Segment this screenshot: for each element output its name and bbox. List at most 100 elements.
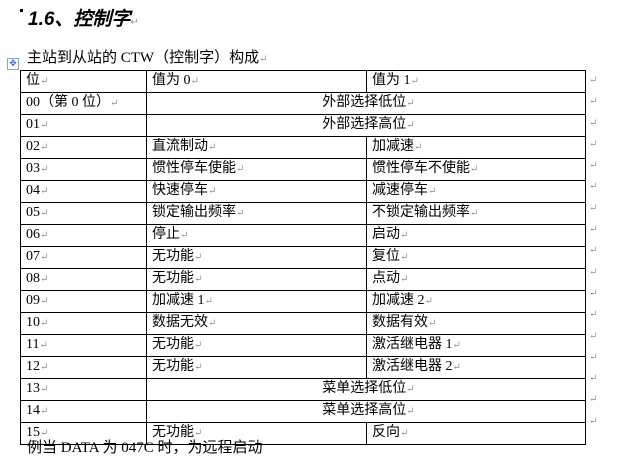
table-row: 12↵ 无功能↵ 激活继电器 2↵	[20, 356, 586, 379]
cell-text: 12	[26, 359, 40, 374]
cell-end-mark-icon: ↵	[204, 296, 213, 307]
cell-end-mark-icon: ↵	[470, 208, 479, 219]
table-cell[interactable]: 菜单选择低位↵	[146, 378, 586, 401]
cell-text: 外部选择高位	[322, 117, 407, 132]
table-cell[interactable]: 值为 0↵	[146, 70, 367, 93]
cell-text: 加减速 1	[152, 293, 205, 308]
row-end-mark-icon: ↵	[589, 287, 598, 299]
cell-end-mark-icon: ↵	[40, 142, 49, 153]
cell-end-mark-icon: ↵	[40, 120, 49, 131]
cell-text: 点动	[372, 271, 400, 286]
table-cell[interactable]: 复位↵	[366, 246, 586, 269]
table-cell[interactable]: 01↵	[20, 114, 147, 137]
table-cell[interactable]: 加减速↵	[366, 136, 586, 159]
cell-end-mark-icon: ↵	[400, 252, 409, 263]
cell-end-mark-icon: ↵	[428, 186, 437, 197]
cell-end-mark-icon: ↵	[400, 230, 409, 241]
table-cell[interactable]: 00（第 0 位）↵	[20, 92, 147, 115]
table-cell[interactable]: 位↵	[20, 70, 147, 93]
row-end-mark-icon: ↵	[589, 160, 598, 172]
cell-end-mark-icon: ↵	[400, 274, 409, 285]
cell-end-mark-icon: ↵	[406, 98, 415, 109]
cell-text: 惯性停车使能	[152, 161, 236, 176]
cell-text: 位	[26, 73, 40, 88]
table-cell[interactable]: 外部选择低位↵	[146, 92, 586, 115]
cell-end-mark-icon: ↵	[406, 406, 415, 417]
table-cell[interactable]: 06↵	[20, 224, 147, 247]
cell-end-mark-icon: ↵	[40, 186, 49, 197]
cell-end-mark-icon: ↵	[452, 340, 461, 351]
table-cell[interactable]: 02↵	[20, 136, 147, 159]
row-end-mark-icon: ↵	[589, 351, 598, 363]
table-cell[interactable]: 停止↵	[146, 224, 367, 247]
cell-text: 直流制动	[152, 139, 208, 154]
cell-end-mark-icon: ↵	[208, 142, 217, 153]
cell-text: 05	[26, 205, 40, 220]
table-cell[interactable]: 锁定输出频率↵	[146, 202, 367, 225]
table-cell[interactable]: 14↵	[20, 400, 147, 423]
cell-end-mark-icon: ↵	[424, 296, 433, 307]
table-cell[interactable]: 菜单选择高位↵	[146, 400, 586, 423]
table-cell[interactable]: 不锁定输出频率↵	[366, 202, 586, 225]
cell-text: 快速停车	[152, 183, 208, 198]
table-cell[interactable]: 加减速 1↵	[146, 290, 367, 313]
table-cell[interactable]: 外部选择高位↵	[146, 114, 586, 137]
table-cell[interactable]: 04↵	[20, 180, 147, 203]
cell-end-mark-icon: ↵	[39, 340, 48, 351]
table-cell[interactable]: 15↵	[20, 422, 147, 445]
row-end-mark-icon: ↵	[589, 202, 598, 214]
table-cell[interactable]: 值为 1↵	[366, 70, 586, 93]
table-row: 15↵ 无功能↵ 反向↵	[20, 422, 586, 445]
table-cell[interactable]: 惯性停车使能↵	[146, 158, 367, 181]
table-cell[interactable]: 10↵	[20, 312, 147, 335]
table-cell[interactable]: 减速停车↵	[366, 180, 586, 203]
cell-end-mark-icon: ↵	[406, 384, 415, 395]
cell-text: 反向	[372, 425, 400, 440]
table-cell[interactable]: 08↵	[20, 268, 147, 291]
table-cell[interactable]: 07↵	[20, 246, 147, 269]
table-cell[interactable]: 点动↵	[366, 268, 586, 291]
table-row: 09↵ 加减速 1↵ 加减速 2↵	[20, 290, 586, 313]
cell-text: 数据有效	[372, 315, 428, 330]
table-row: 00（第 0 位）↵ 外部选择低位↵	[20, 92, 586, 115]
table-cell[interactable]: 13↵	[20, 378, 147, 401]
table-cell[interactable]: 快速停车↵	[146, 180, 367, 203]
table-cell[interactable]: 数据无效↵	[146, 312, 367, 335]
cell-end-mark-icon: ↵	[40, 230, 49, 241]
cell-text: 激活继电器 2	[372, 359, 453, 374]
table-row: 02↵ 直流制动↵ 加减速↵	[20, 136, 586, 159]
table-cell[interactable]: 无功能↵	[146, 268, 367, 291]
cell-end-mark-icon: ↵	[208, 186, 217, 197]
table-cell[interactable]: 惯性停车不使能↵	[366, 158, 586, 181]
table-cell[interactable]: 09↵	[20, 290, 147, 313]
cell-end-mark-icon: ↵	[40, 76, 49, 87]
table-header-row: 位↵ 值为 0↵ 值为 1↵	[20, 70, 586, 93]
table-cell[interactable]: 加减速 2↵	[366, 290, 586, 313]
ctw-table: 位↵ 值为 0↵ 值为 1↵ 00（第 0 位）↵ 外部选择低位↵ 01↵ 外部选择高位↵ 0…	[20, 70, 586, 445]
table-cell[interactable]: 无功能↵	[146, 422, 367, 445]
table-cell[interactable]: 05↵	[20, 202, 147, 225]
table-cell[interactable]: 启动↵	[366, 224, 586, 247]
table-cell[interactable]: 激活继电器 2↵	[366, 356, 586, 379]
cell-text: 减速停车	[372, 183, 428, 198]
table-cell[interactable]: 03↵	[20, 158, 147, 181]
cell-text: 07	[26, 249, 40, 264]
table-move-handle-icon[interactable]: ✥	[7, 58, 19, 70]
cell-end-mark-icon: ↵	[40, 274, 49, 285]
table-cell[interactable]: 数据有效↵	[366, 312, 586, 335]
table-cell[interactable]: 直流制动↵	[146, 136, 367, 159]
table-cell[interactable]: 无功能↵	[146, 334, 367, 357]
table-cell[interactable]: 无功能↵	[146, 246, 367, 269]
cell-end-mark-icon: ↵	[406, 120, 415, 131]
cell-text: 01	[26, 117, 40, 132]
caption-text: 主站到从站的 CTW（控制字）构成	[27, 50, 260, 66]
cell-end-mark-icon: ↵	[208, 318, 217, 329]
cell-text: 04	[26, 183, 40, 198]
table-cell[interactable]: 11↵	[20, 334, 147, 357]
table-cell[interactable]: 12↵	[20, 356, 147, 379]
table-cell[interactable]: 反向↵	[366, 422, 586, 445]
row-end-mark-icon: ↵	[589, 373, 598, 385]
table-cell[interactable]: 无功能↵	[146, 356, 367, 379]
table-cell[interactable]: 激活继电器 1↵	[366, 334, 586, 357]
cell-end-mark-icon: ↵	[40, 208, 49, 219]
